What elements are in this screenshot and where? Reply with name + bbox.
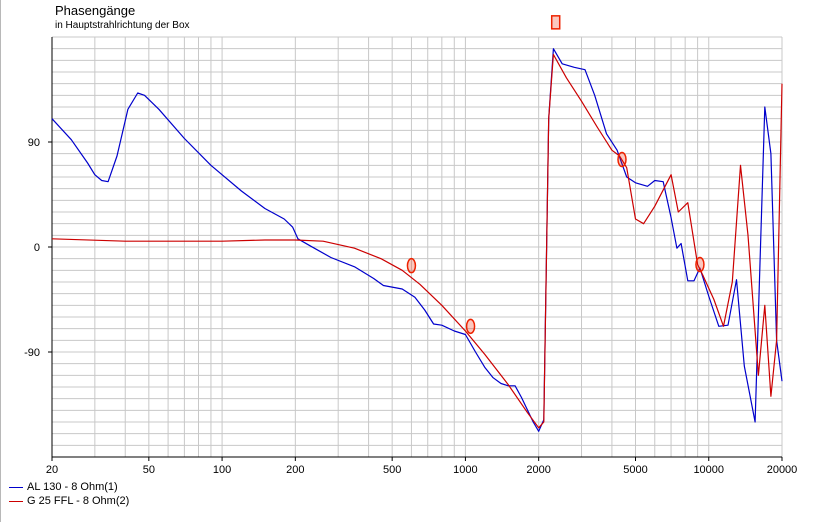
x-tick-label: 10000 (693, 464, 724, 476)
series-lines (51, 48, 783, 432)
x-tick-label: 50 (143, 464, 155, 476)
y-tick-label: 90 (28, 137, 40, 149)
grid (51, 36, 783, 458)
legend-label: G 25 FFL - 8 Ohm(2) (27, 495, 130, 507)
x-tick-label: 5000 (623, 464, 647, 476)
x-tick-label: 1000 (453, 464, 477, 476)
annotation-markers (406, 15, 705, 335)
tick-labels: 20 50 100 200 500 1000 2000 5000 10000 20000 90 0 -9… (24, 137, 797, 476)
x-tick-label: 500 (383, 464, 401, 476)
x-tick-label: 20000 (767, 464, 798, 476)
series-line-1 (51, 48, 783, 432)
chart-subtitle: in Hauptstrahlrichtung der Box (55, 20, 190, 31)
legend-entry: AL 130 - 8 Ohm(1) (9, 480, 129, 494)
legend-entry: G 25 FFL - 8 Ohm(2) (9, 494, 129, 508)
chart-title: Phasengänge (55, 3, 136, 18)
x-tick-label: 100 (213, 464, 231, 476)
legend-swatch (9, 486, 23, 488)
marker-rect (550, 15, 561, 30)
series-line-2 (51, 53, 783, 429)
y-tick-label: 0 (34, 242, 40, 254)
marker-ellipse (465, 318, 476, 335)
axes (48, 37, 783, 461)
legend-label: AL 130 - 8 Ohm(1) (27, 481, 118, 493)
marker-ellipse (406, 257, 417, 274)
x-tick-label: 20 (46, 464, 58, 476)
legend-swatch (9, 500, 23, 502)
y-tick-label: -90 (24, 347, 40, 359)
marker-ellipse (617, 151, 627, 168)
legend: AL 130 - 8 Ohm(1) G 25 FFL - 8 Ohm(2) (9, 480, 129, 508)
marker-ellipse (695, 256, 705, 273)
x-tick-label: 200 (286, 464, 304, 476)
x-tick-label: 2000 (526, 464, 550, 476)
